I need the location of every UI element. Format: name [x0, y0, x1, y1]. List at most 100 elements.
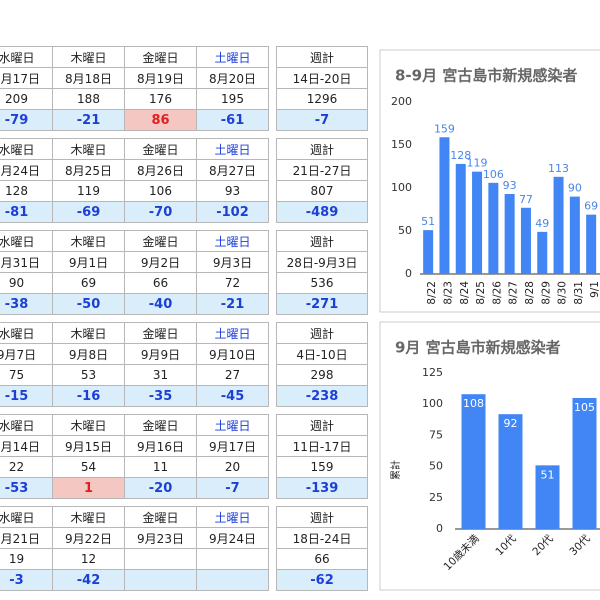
x-tick-label: 8/28 — [524, 281, 536, 305]
x-tick-label: 8/26 — [491, 281, 503, 305]
bar — [535, 465, 560, 529]
bar — [586, 214, 597, 274]
count-cell: 20 — [196, 456, 269, 478]
date-cell: 9月8日 — [52, 343, 125, 365]
weekday-header: 木曜日 — [52, 230, 125, 252]
value-label: 69 — [584, 200, 598, 213]
weekday-header: 金曜日 — [124, 506, 197, 528]
diff-cell: -53 — [0, 477, 53, 499]
diff-cell: -35 — [124, 385, 197, 407]
weekday-header: 土曜日 — [196, 230, 269, 252]
x-tick-label: 8/27 — [508, 281, 520, 305]
total-diff: -139 — [276, 477, 368, 499]
total-header: 週計 — [276, 46, 368, 68]
weekday-header: 金曜日 — [124, 322, 197, 344]
diff-cell: 86 — [124, 109, 197, 131]
y-tick-label: 100 — [391, 181, 412, 194]
total-count: 1296 — [276, 88, 368, 110]
weekday-header: 木曜日 — [52, 46, 125, 68]
value-label: 113 — [548, 162, 569, 175]
value-label: 119 — [467, 157, 488, 170]
x-tick-label: 8/24 — [459, 281, 471, 305]
diff-cell: -38 — [0, 293, 53, 315]
date-cell: 8月25日 — [52, 159, 125, 181]
y-tick-label: 0 — [436, 522, 443, 535]
total-diff: -62 — [276, 569, 368, 591]
x-tick-label: 8/22 — [426, 281, 438, 305]
diff-cell: -79 — [0, 109, 53, 131]
weekday-header: 水曜日 — [0, 322, 53, 344]
diff-cell: -45 — [196, 385, 269, 407]
bar — [423, 230, 434, 274]
total-diff: -7 — [276, 109, 368, 131]
count-cell: 54 — [52, 456, 125, 478]
value-label: 49 — [535, 217, 549, 230]
date-cell: 9月1日 — [52, 251, 125, 273]
y-tick-label: 0 — [405, 267, 412, 280]
value-label: 105 — [574, 401, 595, 414]
y-tick-label: 50 — [429, 460, 443, 473]
date-cell: 8月24日 — [0, 159, 53, 181]
value-label: 90 — [568, 182, 582, 195]
total-diff: -271 — [276, 293, 368, 315]
diff-cell: -102 — [196, 201, 269, 223]
value-label: 159 — [434, 122, 455, 135]
diff-cell: -16 — [52, 385, 125, 407]
total-range: 14日-20日 — [276, 67, 368, 89]
diff-cell: -20 — [124, 477, 197, 499]
date-cell: 8月17日 — [0, 67, 53, 89]
total-range: 4日-10日 — [276, 343, 368, 365]
bar — [553, 176, 564, 274]
bar — [439, 137, 450, 274]
value-label: 108 — [463, 397, 484, 410]
bar — [461, 394, 486, 529]
weekday-header: 土曜日 — [196, 138, 269, 160]
y-tick-label: 200 — [391, 95, 412, 108]
x-tick-label: 8/29 — [540, 281, 552, 305]
bar — [455, 163, 466, 274]
y-tick-label: 25 — [429, 491, 443, 504]
y-tick-label: 125 — [422, 366, 443, 379]
bar — [472, 171, 483, 274]
date-cell: 9月21日 — [0, 527, 53, 549]
value-label: 93 — [503, 179, 517, 192]
diff-cell: -7 — [196, 477, 269, 499]
weekday-header: 土曜日 — [196, 506, 269, 528]
bar — [488, 182, 499, 274]
x-tick-label: 8/25 — [475, 281, 487, 305]
count-cell: 106 — [124, 180, 197, 202]
chart-panel — [379, 321, 600, 591]
weekday-header: 土曜日 — [196, 414, 269, 436]
total-range: 18日-24日 — [276, 527, 368, 549]
y-tick-label: 100 — [422, 397, 443, 410]
bar — [504, 194, 515, 274]
value-label: 128 — [450, 149, 471, 162]
x-tick-label: 8/23 — [442, 281, 454, 305]
diff-cell: -70 — [124, 201, 197, 223]
value-label: 92 — [504, 417, 518, 430]
total-diff: -238 — [276, 385, 368, 407]
bar — [498, 414, 523, 529]
diff-cell: -50 — [52, 293, 125, 315]
diff-cell — [196, 569, 269, 591]
count-cell: 12 — [52, 548, 125, 570]
bar — [520, 207, 531, 274]
diff-cell: -15 — [0, 385, 53, 407]
total-diff: -489 — [276, 201, 368, 223]
date-cell: 8月26日 — [124, 159, 197, 181]
weekday-header: 土曜日 — [196, 322, 269, 344]
chart-title: 8-9月 宮古島市新規感染者 — [395, 67, 577, 85]
total-range: 21日-27日 — [276, 159, 368, 181]
date-cell: 9月15日 — [52, 435, 125, 457]
value-label: 51 — [541, 468, 555, 481]
weekday-header: 金曜日 — [124, 230, 197, 252]
diff-cell: -21 — [196, 293, 269, 315]
bar — [537, 231, 548, 274]
weekday-header: 水曜日 — [0, 414, 53, 436]
y-tick-label: 150 — [391, 138, 412, 151]
date-cell: 9月10日 — [196, 343, 269, 365]
diff-cell: -42 — [52, 569, 125, 591]
diff-cell: -81 — [0, 201, 53, 223]
